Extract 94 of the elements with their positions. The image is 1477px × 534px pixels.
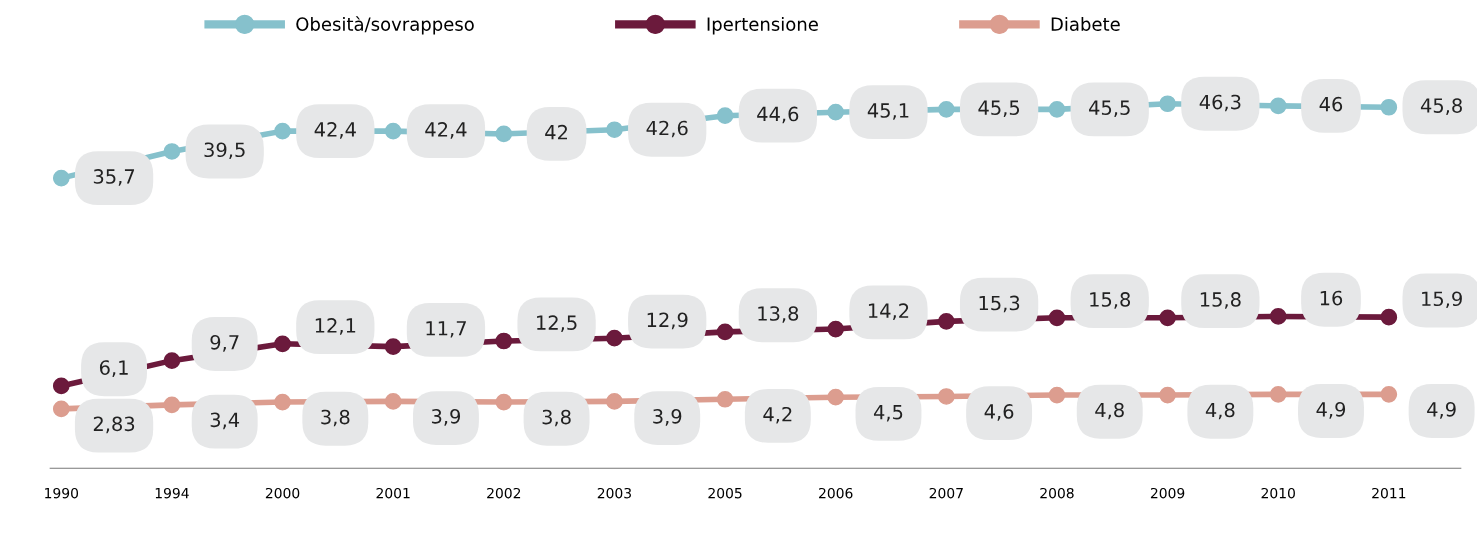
point <box>716 323 734 341</box>
data-label: 3,4 <box>210 412 240 430</box>
point <box>1159 95 1176 113</box>
point <box>52 400 70 418</box>
point <box>1159 386 1176 404</box>
data-label: 42,4 <box>314 122 356 139</box>
data-label: 9,7 <box>210 334 239 352</box>
point <box>495 125 513 143</box>
point <box>606 329 623 347</box>
point <box>827 320 845 338</box>
point <box>937 101 955 118</box>
data-label: 12,5 <box>537 315 577 332</box>
point <box>827 388 845 406</box>
x-tick-label: 2009 <box>1150 487 1185 499</box>
data-label: 15,9 <box>1422 291 1462 309</box>
x-tick-label: 2007 <box>929 487 963 499</box>
point <box>274 393 291 411</box>
data-label: 45,5 <box>978 100 1020 117</box>
point <box>937 388 955 405</box>
data-label: 3,9 <box>653 408 682 426</box>
data-label: 45,5 <box>1089 100 1130 117</box>
legend-label: Obesità/sovrappeso <box>296 16 474 35</box>
x-tick-label: 1990 <box>45 487 79 499</box>
point <box>1380 98 1398 116</box>
x-tick-label: 2006 <box>819 487 853 499</box>
data-label: 35,7 <box>93 169 135 186</box>
point <box>274 122 291 140</box>
point <box>495 332 513 350</box>
legend-label: Ipertensione <box>707 16 818 35</box>
x-tick-label: 2010 <box>1261 487 1295 499</box>
data-label: 42,6 <box>646 120 688 138</box>
data-label: 4,2 <box>763 406 792 424</box>
point <box>384 393 402 410</box>
data-label: 3,8 <box>542 409 571 427</box>
point <box>1159 309 1176 327</box>
point <box>163 396 181 414</box>
point <box>1380 308 1398 326</box>
point <box>1048 386 1066 404</box>
data-label: 2,83 <box>93 416 135 434</box>
data-label: 15,3 <box>979 295 1020 313</box>
x-tick-label: 2003 <box>597 487 631 499</box>
data-label: 4,8 <box>1095 402 1124 420</box>
point <box>52 169 70 187</box>
point <box>1269 97 1287 115</box>
data-label: 4,8 <box>1205 402 1235 420</box>
point <box>52 377 70 395</box>
x-tick-label: 2008 <box>1040 487 1074 499</box>
data-label: 6,1 <box>99 360 128 377</box>
data-label: 4,5 <box>873 405 903 422</box>
x-tick-label: 2011 <box>1372 487 1406 499</box>
data-label: 3,9 <box>431 408 461 426</box>
data-label: 12,1 <box>315 318 356 335</box>
data-label: 13,8 <box>758 306 799 323</box>
x-tick-label: 2000 <box>265 487 300 499</box>
point <box>1269 308 1287 325</box>
x-tick-label: 1994 <box>155 487 189 499</box>
data-label: 45,1 <box>867 103 909 120</box>
point <box>937 313 955 330</box>
point <box>163 352 181 370</box>
x-tick-label: 2005 <box>708 487 742 499</box>
point <box>716 390 734 408</box>
data-label: 46,3 <box>1199 94 1241 112</box>
data-label: 11,7 <box>426 321 466 338</box>
point <box>1048 309 1066 327</box>
point <box>163 143 181 160</box>
data-label: 42 <box>545 124 567 140</box>
data-label: 15,8 <box>1090 292 1131 309</box>
point <box>1380 386 1398 403</box>
point <box>495 393 513 411</box>
data-label: 44,6 <box>757 106 799 124</box>
legend-label: Diabete <box>1051 16 1120 31</box>
data-label: 45,8 <box>1420 98 1462 115</box>
data-label: 42,4 <box>425 122 467 139</box>
data-label: 4,9 <box>1316 401 1346 419</box>
x-tick-label: 2002 <box>487 487 521 499</box>
data-label: 12,9 <box>647 312 688 330</box>
point <box>384 338 402 355</box>
point <box>384 122 402 140</box>
data-label: 14,2 <box>868 303 909 321</box>
data-label: 46 <box>1319 96 1343 112</box>
data-label: 4,9 <box>1427 401 1456 419</box>
point <box>716 107 734 125</box>
data-label: 4,6 <box>984 404 1014 421</box>
point <box>274 335 291 353</box>
data-label: 15,8 <box>1200 292 1241 309</box>
data-label: 39,5 <box>204 142 245 160</box>
point <box>606 393 623 410</box>
data-label: 16 <box>1320 290 1343 306</box>
point <box>1269 386 1287 403</box>
point <box>606 121 623 139</box>
point <box>1048 101 1066 118</box>
point <box>827 103 845 121</box>
data-label: 3,8 <box>321 409 350 427</box>
x-tick-label: 2001 <box>376 487 410 499</box>
